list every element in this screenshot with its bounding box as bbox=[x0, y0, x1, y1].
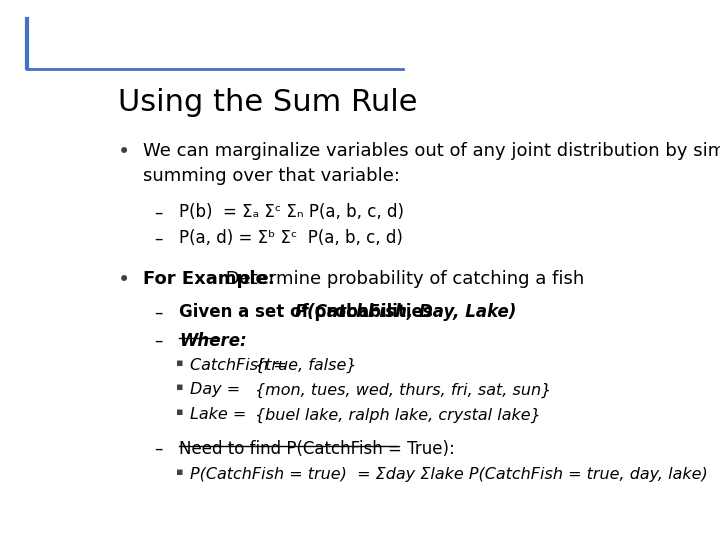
Text: •: • bbox=[118, 270, 130, 290]
Text: {mon, tues, wed, thurs, fri, sat, sun}: {mon, tues, wed, thurs, fri, sat, sun} bbox=[255, 382, 551, 397]
Text: Day =: Day = bbox=[190, 382, 246, 397]
Text: ▪: ▪ bbox=[176, 357, 184, 368]
Text: {true, false}: {true, false} bbox=[255, 357, 356, 373]
Text: P(CatchFish = true)  = Σday Σlake P(CatchFish = true, day, lake): P(CatchFish = true) = Σday Σlake P(Catch… bbox=[190, 467, 708, 482]
Text: We can marginalize variables out of any joint distribution by simply
summing ove: We can marginalize variables out of any … bbox=[143, 141, 720, 185]
Text: {buel lake, ralph lake, crystal lake}: {buel lake, ralph lake, crystal lake} bbox=[255, 407, 540, 423]
Text: P(b)  = Σₐ Σᶜ Σₙ P(a, b, c, d): P(b) = Σₐ Σᶜ Σₙ P(a, b, c, d) bbox=[179, 203, 405, 221]
Text: ▪: ▪ bbox=[176, 467, 184, 477]
Text: CatchFish =: CatchFish = bbox=[190, 357, 292, 373]
Text: Where:: Where: bbox=[179, 332, 247, 350]
Text: Using the Sum Rule: Using the Sum Rule bbox=[118, 87, 418, 117]
Text: P(CatchFish, Day, Lake): P(CatchFish, Day, Lake) bbox=[295, 303, 517, 321]
Text: Need to find P(CatchFish = True):: Need to find P(CatchFish = True): bbox=[179, 440, 455, 458]
Text: –: – bbox=[154, 203, 163, 221]
Text: –: – bbox=[154, 332, 163, 350]
Text: For Example:: For Example: bbox=[143, 270, 275, 288]
Text: Given a set of probabilities: Given a set of probabilities bbox=[179, 303, 438, 321]
Text: P(a, d) = Σᵇ Σᶜ  P(a, b, c, d): P(a, d) = Σᵇ Σᶜ P(a, b, c, d) bbox=[179, 230, 403, 247]
Text: Lake =: Lake = bbox=[190, 407, 252, 422]
Text: –: – bbox=[154, 440, 163, 458]
Text: –: – bbox=[154, 230, 163, 247]
Text: ▪: ▪ bbox=[176, 407, 184, 417]
Text: •: • bbox=[118, 141, 130, 161]
Text: Determine probability of catching a fish: Determine probability of catching a fish bbox=[220, 270, 584, 288]
Text: ▪: ▪ bbox=[176, 382, 184, 393]
Text: –: – bbox=[154, 303, 163, 321]
